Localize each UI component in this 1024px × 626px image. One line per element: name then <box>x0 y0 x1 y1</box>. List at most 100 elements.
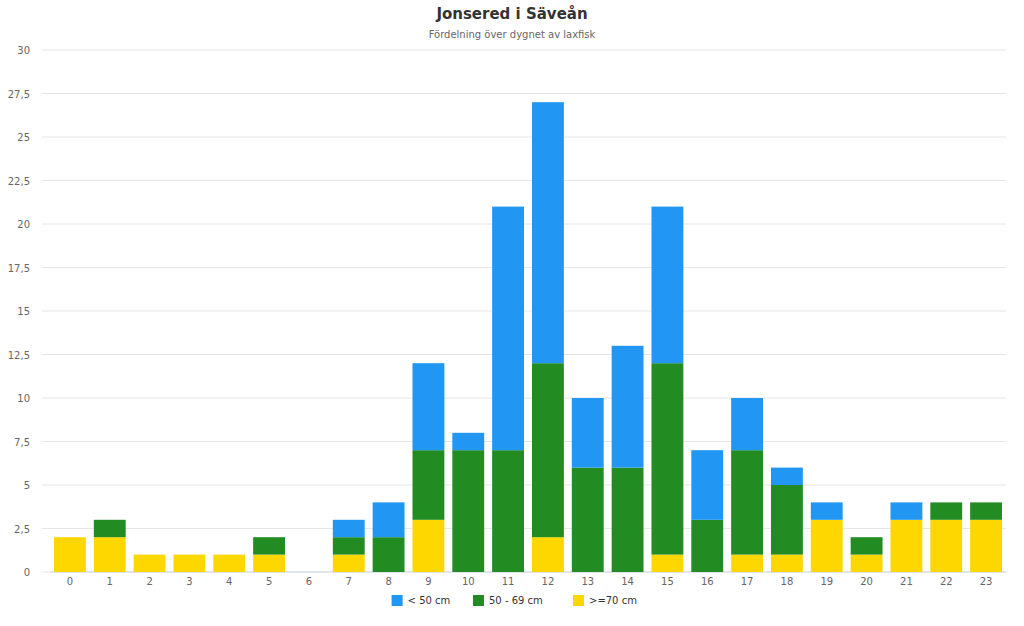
bar <box>412 450 444 520</box>
chart-subtitle: Fördelning över dygnet av laxfisk <box>429 29 596 40</box>
legend-swatch <box>473 595 484 606</box>
y-tick-label: 15 <box>17 306 30 317</box>
x-tick-label: 4 <box>226 576 232 587</box>
bar <box>612 346 644 468</box>
bar <box>930 502 962 503</box>
bar <box>253 537 285 538</box>
bar <box>811 502 843 519</box>
bar <box>532 102 564 363</box>
bar <box>452 433 484 450</box>
x-tick-label: 21 <box>900 576 913 587</box>
bar <box>333 537 365 554</box>
bar <box>213 554 245 555</box>
y-tick-label: 0 <box>24 567 30 578</box>
x-tick-label: 22 <box>940 576 953 587</box>
bar <box>293 572 325 573</box>
legend-label: < 50 cm <box>408 595 451 606</box>
x-tick-label: 9 <box>425 576 431 587</box>
bar <box>333 520 365 537</box>
x-tick-label: 10 <box>462 576 475 587</box>
bar <box>134 554 166 555</box>
bar <box>412 363 444 450</box>
bar <box>651 207 683 364</box>
bar <box>970 502 1002 519</box>
grid-line <box>42 137 1006 138</box>
legend-swatch <box>573 595 584 606</box>
bar <box>930 520 962 572</box>
bar <box>532 363 564 537</box>
bar <box>930 502 962 519</box>
y-tick-label: 27,5 <box>8 89 30 100</box>
bar <box>94 519 126 520</box>
y-tick-label: 30 <box>17 45 30 56</box>
y-tick-label: 7,5 <box>14 437 30 448</box>
x-tick-label: 3 <box>186 576 192 587</box>
bar <box>851 537 883 538</box>
y-axis-line <box>50 50 51 572</box>
bar <box>373 502 405 537</box>
bar <box>333 555 365 572</box>
bar <box>134 555 166 572</box>
x-tick-label: 12 <box>542 576 555 587</box>
chart-svg: Jonsered i Säveån Fördelning över dygnet … <box>0 0 1024 626</box>
x-tick-label: 20 <box>860 576 873 587</box>
bar <box>970 520 1002 572</box>
legend: < 50 cm 50 - 69 cm >=70 cm <box>392 595 637 606</box>
bar <box>173 554 205 555</box>
bar <box>134 554 166 555</box>
legend-label: >=70 cm <box>589 595 637 606</box>
y-tick-label: 2,5 <box>14 524 30 535</box>
bar <box>293 572 325 573</box>
legend-swatch <box>392 595 403 606</box>
x-tick-label: 18 <box>781 576 794 587</box>
bar <box>651 555 683 572</box>
x-tick-label: 17 <box>741 576 754 587</box>
bar <box>54 537 86 572</box>
x-tick-label: 16 <box>701 576 714 587</box>
x-tick-label: 13 <box>581 576 594 587</box>
bar <box>412 520 444 572</box>
x-tick-label: 7 <box>346 576 352 587</box>
x-tick-label: 23 <box>980 576 993 587</box>
bar <box>890 502 922 519</box>
bar <box>54 537 86 538</box>
x-tick-label: 1 <box>107 576 113 587</box>
x-tick-label: 0 <box>67 576 73 587</box>
bar <box>94 520 126 537</box>
x-tick-label: 19 <box>820 576 833 587</box>
bar <box>213 555 245 572</box>
y-tick-label: 22,5 <box>8 176 30 187</box>
bar <box>691 520 723 572</box>
grid-line <box>42 93 1006 94</box>
y-tick-label: 20 <box>17 219 30 230</box>
bar <box>213 554 245 555</box>
bars <box>54 102 1002 572</box>
bar <box>452 450 484 572</box>
x-tick-label: 15 <box>661 576 674 587</box>
y-tick-label: 5 <box>24 480 30 491</box>
bar <box>651 363 683 554</box>
bar <box>253 537 285 554</box>
y-tick-label: 17,5 <box>8 263 30 274</box>
y-tick-label: 25 <box>17 132 30 143</box>
bar <box>851 555 883 572</box>
x-tick-label: 2 <box>146 576 152 587</box>
bar <box>851 537 883 554</box>
bar <box>572 398 604 468</box>
bar <box>970 502 1002 503</box>
chart-container: Jonsered i Säveån Fördelning över dygnet … <box>0 0 1024 626</box>
chart-title: Jonsered i Säveån <box>435 5 587 23</box>
y-tick-label: 12,5 <box>8 350 30 361</box>
bar <box>373 537 405 572</box>
bar <box>532 537 564 572</box>
x-tick-label: 6 <box>306 576 312 587</box>
bar <box>890 520 922 572</box>
x-tick-label: 5 <box>266 576 272 587</box>
bar <box>492 207 524 451</box>
bar <box>731 555 763 572</box>
bar <box>253 555 285 572</box>
bar <box>811 520 843 572</box>
bar <box>771 485 803 555</box>
bar <box>691 450 723 520</box>
legend-label: 50 - 69 cm <box>489 595 543 606</box>
